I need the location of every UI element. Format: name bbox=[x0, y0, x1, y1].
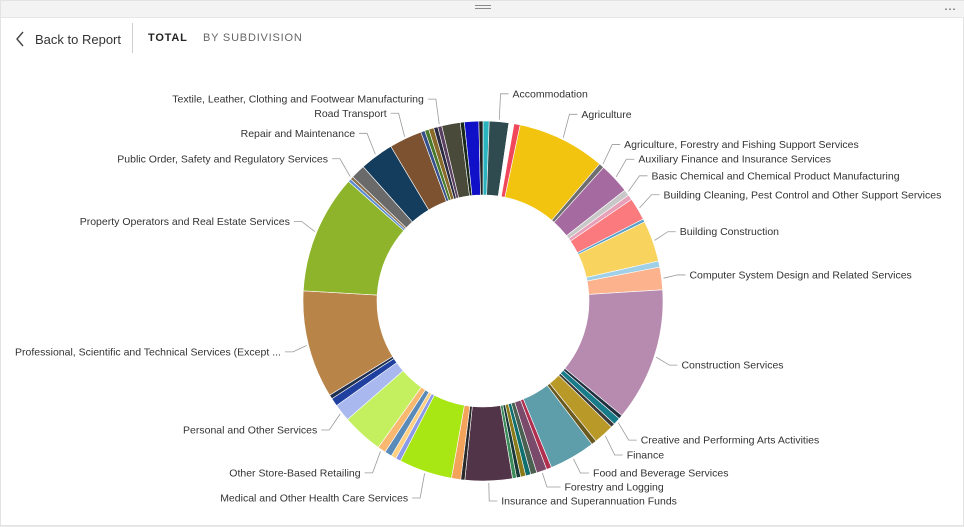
leader-line bbox=[412, 473, 426, 499]
leader-line bbox=[654, 231, 676, 241]
more-options-icon[interactable]: ⋯ bbox=[944, 2, 957, 16]
leader-line bbox=[390, 112, 406, 137]
slice-label-textile-leather-clothing-and-footwear-manufacturing: Textile, Leather, Clothing and Footwear … bbox=[172, 94, 424, 106]
slice-label-building-cleaning-pest-control-and-other-support-services: Building Cleaning, Pest Control and Othe… bbox=[664, 189, 942, 201]
leader-line bbox=[602, 144, 621, 165]
leader-line bbox=[628, 175, 648, 192]
slice-label-repair-and-maintenance: Repair and Maintenance bbox=[241, 128, 356, 140]
leader-line bbox=[321, 413, 341, 431]
leader-line bbox=[293, 221, 316, 232]
slice-label-other-store-based-retailing: Other Store-Based Retailing bbox=[229, 467, 360, 479]
slice-label-auxiliary-finance-and-insurance-services: Auxiliary Finance and Insurance Services bbox=[638, 154, 831, 166]
slice-label-road-transport: Road Transport bbox=[314, 108, 386, 120]
chevron-left-icon bbox=[16, 31, 24, 47]
slice-label-personal-and-other-services: Personal and Other Services bbox=[183, 425, 317, 437]
back-to-report-label: Back to Report bbox=[35, 31, 121, 47]
slice-label-food-and-beverage-services: Food and Beverage Services bbox=[593, 468, 728, 480]
slice-label-creative-and-performing-arts-activities: Creative and Performing Arts Activities bbox=[641, 435, 820, 447]
leader-line bbox=[359, 132, 376, 155]
leader-line bbox=[604, 435, 623, 456]
slice-label-professional-scientific-and-technical-services-except: Professional, Scientific and Technical S… bbox=[15, 346, 281, 358]
focus-nav: Back to Report TOTAL BY SUBDIVISION bbox=[1, 23, 964, 53]
back-to-report-button[interactable]: Back to Report bbox=[15, 27, 121, 51]
donut-slices bbox=[302, 120, 664, 482]
slice-label-accommodation: Accommodation bbox=[513, 88, 588, 100]
tab-by-subdivision[interactable]: BY SUBDIVISION bbox=[203, 32, 303, 44]
leader-line bbox=[663, 274, 686, 279]
slice-label-medical-and-other-health-care-services: Medical and Other Health Care Services bbox=[220, 493, 408, 505]
donut-labels: Accommodation Agriculture Agriculture, For… bbox=[15, 88, 941, 507]
nav-divider bbox=[132, 23, 133, 53]
leader-line bbox=[542, 472, 561, 488]
slice-label-basic-chemical-and-chemical-product-manufacturing: Basic Chemical and Chemical Product Manu… bbox=[652, 170, 900, 182]
leader-line bbox=[617, 422, 637, 441]
slice-label-forestry-and-logging: Forestry and Logging bbox=[565, 482, 664, 494]
leader-line bbox=[615, 158, 635, 178]
slice-label-insurance-and-superannuation-funds: Insurance and Superannuation Funds bbox=[501, 496, 677, 508]
leader-line bbox=[284, 345, 307, 353]
leader-line bbox=[331, 158, 351, 177]
slice-label-computer-system-design-and-related-services: Computer System Design and Related Servi… bbox=[689, 269, 911, 281]
slice-label-agriculture: Agriculture bbox=[581, 109, 631, 121]
slice-label-public-order-safety-and-regulatory-services: Public Order, Safety and Regulatory Serv… bbox=[117, 153, 328, 165]
visual-header-bar: ⋯ bbox=[1, 1, 964, 18]
leader-line bbox=[573, 458, 590, 474]
leader-line bbox=[562, 113, 578, 138]
tab-total[interactable]: TOTAL bbox=[148, 32, 188, 44]
slice-unlabelled-55[interactable] bbox=[478, 120, 484, 196]
leader-line bbox=[655, 356, 678, 366]
slice-label-building-construction: Building Construction bbox=[680, 226, 779, 238]
slice-label-finance: Finance bbox=[627, 450, 665, 462]
slice-label-agriculture-forestry-and-fishing-support-services: Agriculture, Forestry and Fishing Suppor… bbox=[624, 139, 859, 151]
leader-line bbox=[498, 93, 509, 120]
leader-line bbox=[427, 98, 440, 125]
leader-line bbox=[488, 482, 498, 502]
slice-label-construction-services: Construction Services bbox=[681, 360, 783, 372]
leader-line bbox=[639, 194, 660, 209]
slice-label-property-operators-and-real-estate-services: Property Operators and Real Estate Servi… bbox=[80, 216, 290, 228]
drag-handle-icon[interactable] bbox=[475, 5, 491, 11]
leader-line bbox=[364, 451, 381, 474]
